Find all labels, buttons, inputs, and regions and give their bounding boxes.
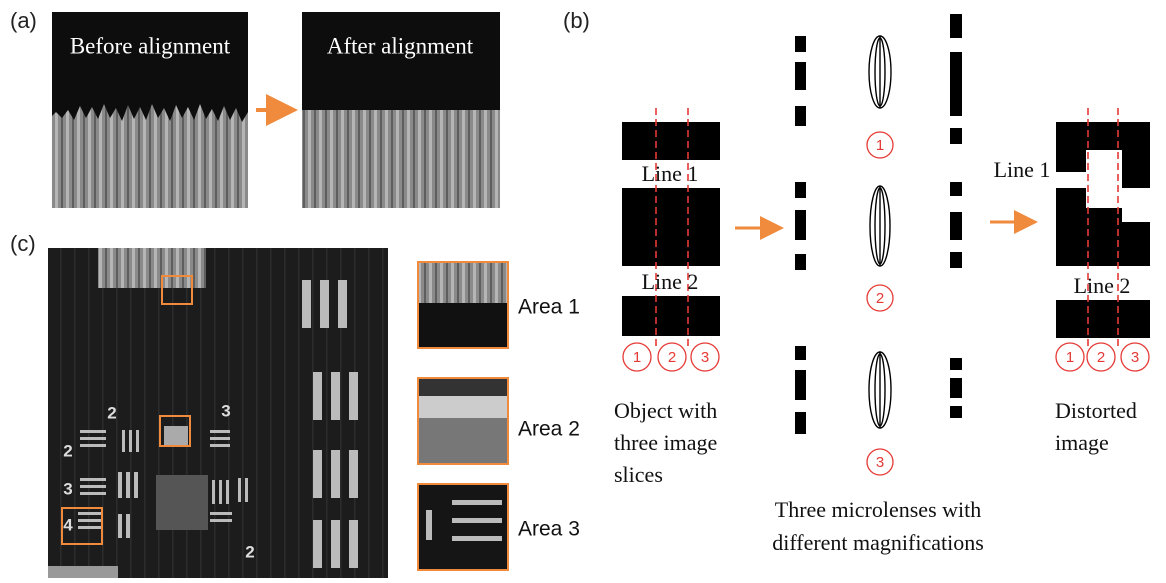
slice-number: 2 xyxy=(668,349,676,366)
target-image: 2 3 2 3 4 2 xyxy=(48,248,388,578)
line-label: Line 1 xyxy=(642,161,699,186)
lens-number: 3 xyxy=(876,454,884,471)
image-title: Before alignment xyxy=(70,33,231,58)
target-label: 2 xyxy=(63,441,72,460)
lens-number: 2 xyxy=(876,290,884,307)
slice-number: 3 xyxy=(1131,349,1139,366)
target-label: 2 xyxy=(245,542,254,561)
panel-label: (a) xyxy=(10,8,37,33)
line-label: Line 2 xyxy=(1074,273,1131,298)
before-image: Before alignment xyxy=(52,12,248,208)
caption: Distorted xyxy=(1055,398,1137,423)
caption: three image xyxy=(614,430,717,455)
object xyxy=(622,108,720,371)
target-label: 3 xyxy=(63,479,72,498)
distorted-image xyxy=(1056,108,1150,371)
line-label: Line 2 xyxy=(642,269,699,294)
caption: Three microlenses with xyxy=(775,497,982,522)
line-label: Line 1 xyxy=(994,157,1051,182)
slice-number: 1 xyxy=(1066,349,1074,366)
panel-label: (c) xyxy=(10,231,36,256)
target-label: 4 xyxy=(63,515,73,534)
caption: Object with xyxy=(614,398,717,423)
zoom-areas xyxy=(418,262,508,570)
area-label: Area 1 xyxy=(518,296,580,319)
slice-number: 2 xyxy=(1097,349,1105,366)
slice-number: 1 xyxy=(633,349,641,366)
microlenses xyxy=(795,14,962,475)
area-label: Area 3 xyxy=(518,518,580,541)
panel-label: (b) xyxy=(563,8,590,33)
caption: different magnifications xyxy=(772,530,984,555)
after-image: After alignment xyxy=(302,12,500,208)
image-title: After alignment xyxy=(327,33,474,58)
figure: (a) Before alignment After alignment (c)… xyxy=(0,0,1166,583)
caption: image xyxy=(1055,430,1109,455)
slice-number: 3 xyxy=(701,349,709,366)
area-label: Area 2 xyxy=(518,418,580,441)
target-label: 3 xyxy=(221,401,230,420)
target-label: 2 xyxy=(107,403,116,422)
caption: slices xyxy=(614,462,663,487)
lens-number: 1 xyxy=(876,137,884,154)
